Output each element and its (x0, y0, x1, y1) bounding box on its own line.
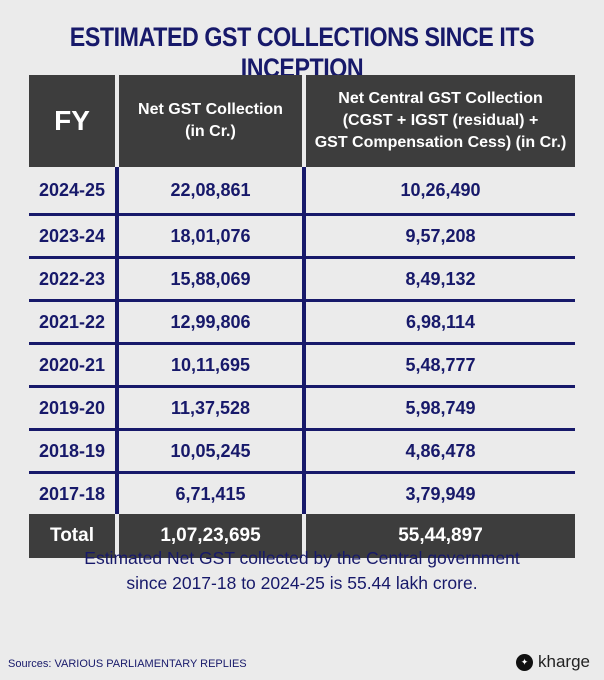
header-line: Net Central GST Collection (338, 90, 543, 107)
cell-net-central-gst: 4,86,478 (302, 428, 575, 473)
header-net-gst: Net GST Collection (in Cr.) (115, 75, 304, 167)
note-line: since 2017-18 to 2024-25 is 55.44 lakh c… (126, 573, 478, 593)
twitter-bird-icon: ✦ (516, 653, 534, 671)
note-line: Estimated Net GST collected by the Centr… (84, 548, 520, 568)
table-row: 2022-23 15,88,069 8,49,132 (29, 256, 575, 301)
cell-net-gst: 11,37,528 (115, 385, 304, 430)
cell-fy: 2018-19 (29, 428, 117, 473)
total-net-gst: 1,07,23,695 (115, 514, 304, 558)
page-title: ESTIMATED GST COLLECTIONS SINCE ITS INCE… (69, 22, 535, 83)
cell-net-gst: 18,01,076 (115, 213, 304, 258)
total-label: Total (29, 514, 117, 558)
cell-net-central-gst: 5,48,777 (302, 342, 575, 387)
cell-fy: 2017-18 (29, 471, 117, 514)
header-line: GST Compensation Cess) (in Cr.) (314, 134, 567, 151)
header-fy: FY (29, 75, 117, 167)
cell-net-gst: 15,88,069 (115, 256, 304, 301)
table-row: 2021-22 12,99,806 6,98,114 (29, 299, 575, 344)
gst-table: FY Net GST Collection (in Cr.) Net Centr… (29, 75, 575, 558)
brand-handle: kharge (538, 652, 590, 671)
table-row: 2018-19 10,05,245 4,86,478 (29, 428, 575, 473)
table-row: 2023-24 18,01,076 9,57,208 (29, 213, 575, 258)
cell-net-central-gst: 9,57,208 (302, 213, 575, 258)
cell-fy: 2023-24 (29, 213, 117, 258)
header-net-central-gst: Net Central GST Collection (CGST + IGST … (302, 75, 575, 167)
cell-net-gst: 12,99,806 (115, 299, 304, 344)
cell-net-gst: 10,11,695 (115, 342, 304, 387)
brand: ✦ kharge (516, 652, 590, 672)
cell-fy: 2021-22 (29, 299, 117, 344)
summary-note: Estimated Net GST collected by the Centr… (0, 546, 604, 596)
cell-fy: 2019-20 (29, 385, 117, 430)
cell-net-central-gst: 10,26,490 (302, 167, 575, 215)
cell-net-central-gst: 6,98,114 (302, 299, 575, 344)
table-row: 2020-21 10,11,695 5,48,777 (29, 342, 575, 387)
sources-text: Sources: VARIOUS PARLIAMENTARY REPLIES (8, 658, 247, 670)
total-net-central-gst: 55,44,897 (302, 514, 575, 558)
header-line: (in Cr.) (185, 123, 236, 140)
cell-net-gst: 22,08,861 (115, 167, 304, 215)
cell-net-gst: 6,71,415 (115, 471, 304, 514)
cell-net-central-gst: 8,49,132 (302, 256, 575, 301)
table-header-row: FY Net GST Collection (in Cr.) Net Centr… (29, 75, 575, 167)
total-row: Total 1,07,23,695 55,44,897 (29, 514, 575, 558)
table-row: 2019-20 11,37,528 5,98,749 (29, 385, 575, 430)
header-line: Net GST Collection (138, 101, 283, 118)
table-row: 2024-25 22,08,861 10,26,490 (29, 167, 575, 215)
cell-net-gst: 10,05,245 (115, 428, 304, 473)
table-body: 2024-25 22,08,861 10,26,490 2023-24 18,01,07… (29, 167, 575, 558)
header-line: (CGST + IGST (residual) + (342, 112, 539, 129)
cell-fy: 2020-21 (29, 342, 117, 387)
table-row: 2017-18 6,71,415 3,79,949 (29, 471, 575, 514)
cell-fy: 2022-23 (29, 256, 117, 301)
cell-net-central-gst: 5,98,749 (302, 385, 575, 430)
cell-fy: 2024-25 (38, 179, 106, 200)
cell-net-central-gst: 3,79,949 (302, 471, 575, 514)
